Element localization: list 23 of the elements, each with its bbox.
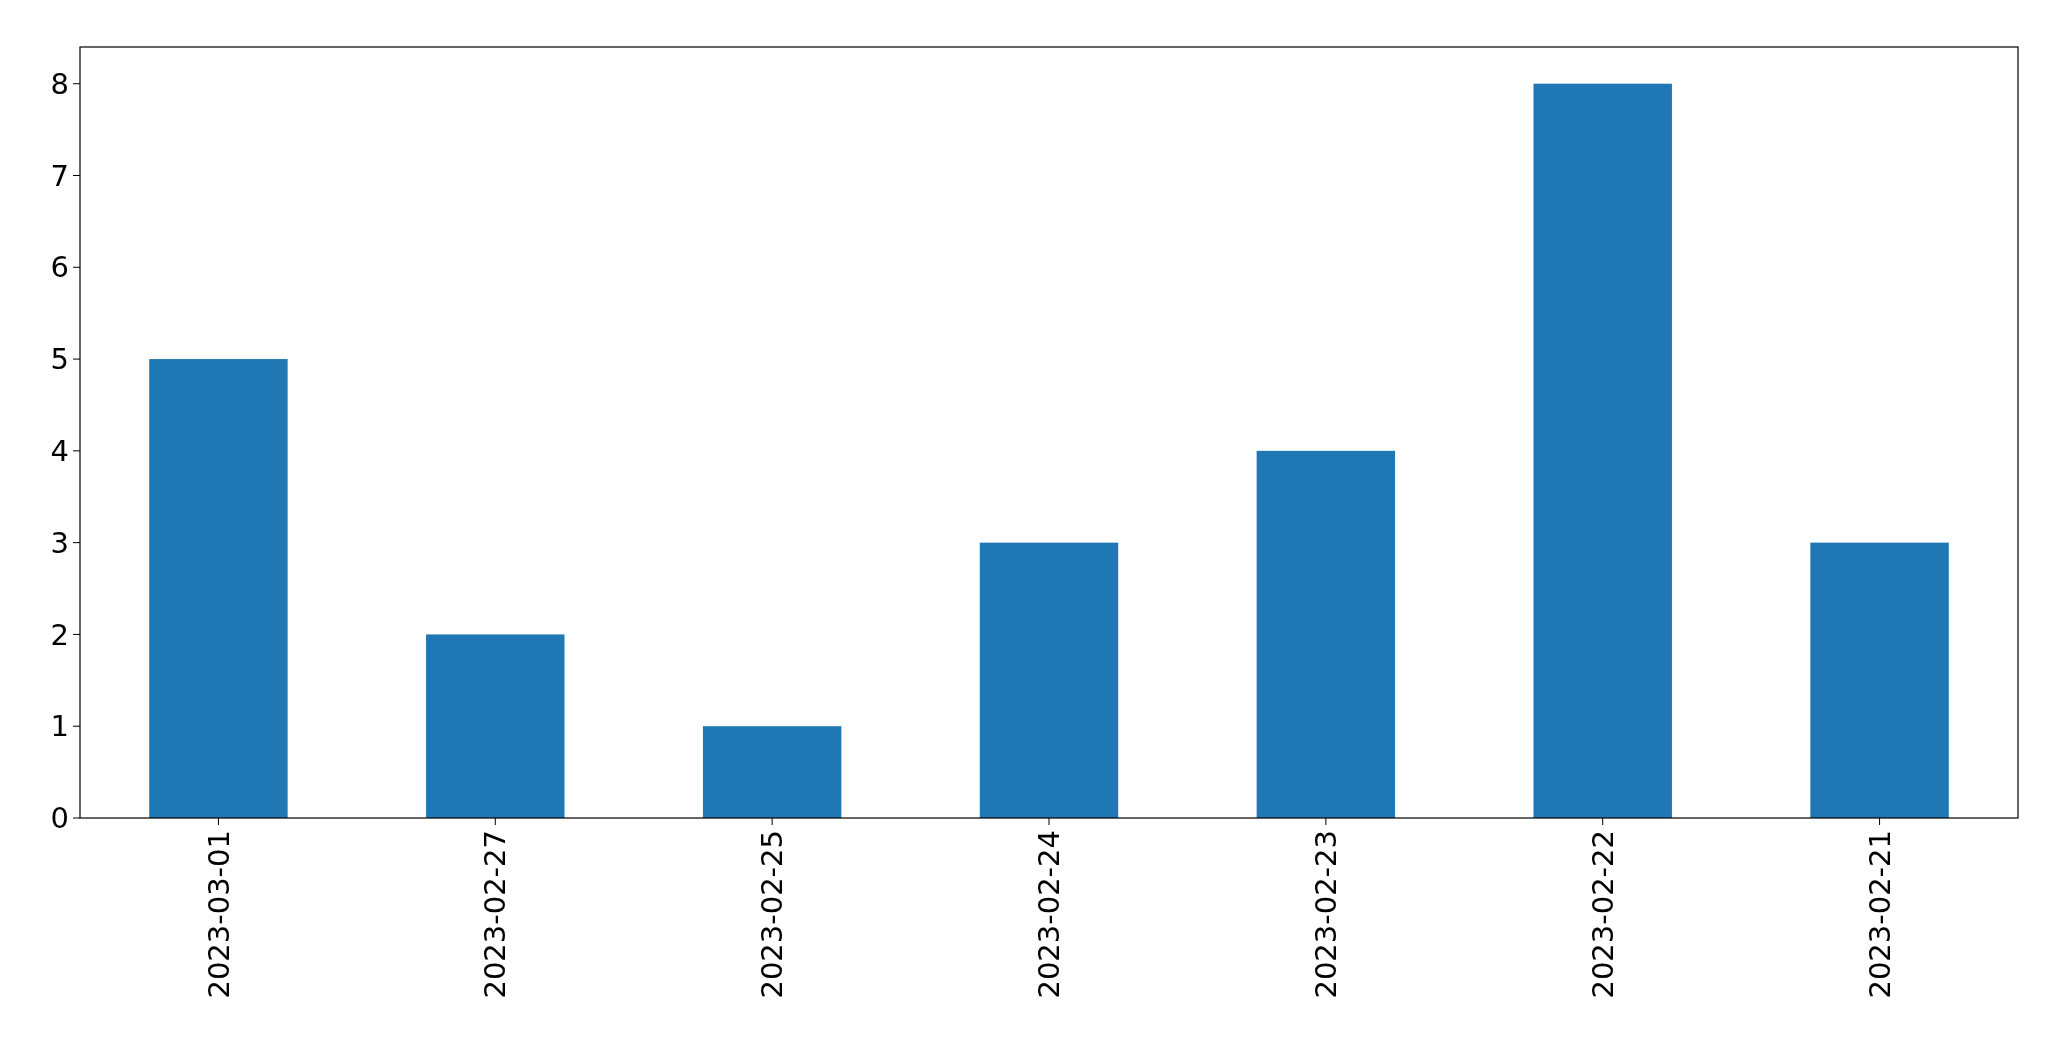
bar [702, 726, 842, 818]
bar [1256, 450, 1396, 818]
bar [149, 359, 288, 818]
y-tick-label: 3 [50, 525, 69, 560]
y-tick-label: 8 [50, 66, 69, 101]
x-tick-label: 2023-02-22 [1585, 830, 1620, 999]
x-tick-label: 2023-02-23 [1309, 830, 1344, 999]
y-tick-label: 0 [50, 801, 69, 836]
y-tick-label: 1 [50, 709, 69, 744]
x-tick-label: 2023-02-27 [478, 830, 513, 999]
y-tick-label: 7 [50, 158, 69, 193]
x-tick-label: 2023-02-25 [755, 830, 790, 999]
bar [1810, 542, 1949, 818]
y-tick-label: 5 [50, 342, 69, 377]
y-tick-label: 4 [50, 434, 69, 469]
bar [1533, 83, 1672, 818]
x-tick-label: 2023-02-24 [1032, 830, 1067, 999]
y-tick-label: 6 [50, 250, 69, 285]
bar [426, 634, 565, 818]
x-tick-label: 2023-03-01 [201, 830, 236, 999]
bar [979, 542, 1119, 818]
y-tick-label: 2 [50, 617, 69, 652]
x-tick-label: 2023-02-21 [1862, 830, 1897, 999]
